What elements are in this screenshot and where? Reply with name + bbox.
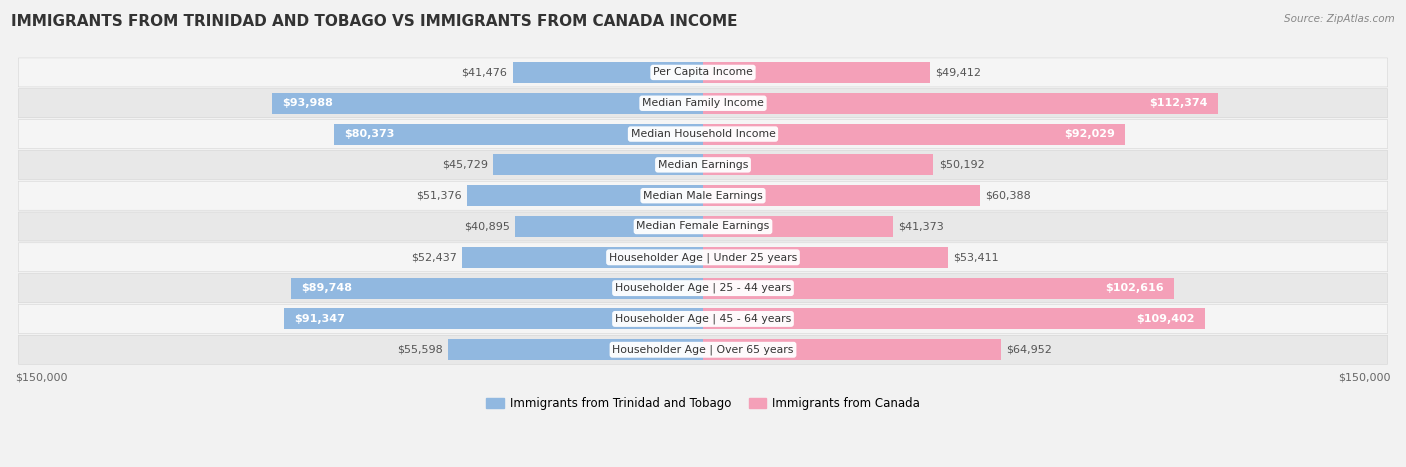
Bar [703,216,893,237]
Bar [703,309,1205,329]
Text: $55,598: $55,598 [396,345,443,355]
Text: Median Male Earnings: Median Male Earnings [643,191,763,201]
Bar [291,278,703,298]
Text: $89,748: $89,748 [302,283,353,293]
Bar [467,185,703,206]
Bar [703,278,1174,298]
Bar [513,62,703,83]
Legend: Immigrants from Trinidad and Tobago, Immigrants from Canada: Immigrants from Trinidad and Tobago, Imm… [481,392,925,415]
Bar [516,216,703,237]
Text: Median Earnings: Median Earnings [658,160,748,170]
Bar [271,93,703,114]
Text: Householder Age | 25 - 44 years: Householder Age | 25 - 44 years [614,283,792,293]
Text: $112,374: $112,374 [1150,98,1208,108]
Text: Median Female Earnings: Median Female Earnings [637,221,769,232]
FancyBboxPatch shape [18,181,1388,210]
Bar [703,124,1125,145]
Text: Median Household Income: Median Household Income [630,129,776,139]
Bar [494,155,703,175]
Text: Householder Age | 45 - 64 years: Householder Age | 45 - 64 years [614,314,792,324]
FancyBboxPatch shape [18,120,1388,149]
Text: $150,000: $150,000 [15,373,67,383]
Text: $109,402: $109,402 [1136,314,1195,324]
Text: Householder Age | Under 25 years: Householder Age | Under 25 years [609,252,797,262]
Text: $102,616: $102,616 [1105,283,1163,293]
Text: IMMIGRANTS FROM TRINIDAD AND TOBAGO VS IMMIGRANTS FROM CANADA INCOME: IMMIGRANTS FROM TRINIDAD AND TOBAGO VS I… [11,14,738,29]
Text: $52,437: $52,437 [411,252,457,262]
FancyBboxPatch shape [18,335,1388,364]
Text: Per Capita Income: Per Capita Income [652,67,754,78]
FancyBboxPatch shape [18,89,1388,118]
Bar [284,309,703,329]
Bar [463,247,703,268]
Bar [703,93,1219,114]
Text: $41,476: $41,476 [461,67,508,78]
Text: $64,952: $64,952 [1007,345,1052,355]
Text: $93,988: $93,988 [283,98,333,108]
Text: $40,895: $40,895 [464,221,510,232]
FancyBboxPatch shape [18,274,1388,303]
Bar [703,339,1001,360]
Bar [703,62,929,83]
FancyBboxPatch shape [18,150,1388,179]
Bar [703,155,934,175]
Bar [449,339,703,360]
Text: $53,411: $53,411 [953,252,1000,262]
Bar [703,185,980,206]
Text: $91,347: $91,347 [294,314,346,324]
Text: $80,373: $80,373 [344,129,395,139]
Text: Median Family Income: Median Family Income [643,98,763,108]
FancyBboxPatch shape [18,304,1388,333]
Text: $51,376: $51,376 [416,191,461,201]
Text: $150,000: $150,000 [1339,373,1391,383]
Text: $92,029: $92,029 [1064,129,1115,139]
FancyBboxPatch shape [18,243,1388,272]
Text: Householder Age | Over 65 years: Householder Age | Over 65 years [612,345,794,355]
Text: $41,373: $41,373 [898,221,943,232]
Text: $49,412: $49,412 [935,67,981,78]
Text: $45,729: $45,729 [441,160,488,170]
FancyBboxPatch shape [18,212,1388,241]
Text: $50,192: $50,192 [939,160,984,170]
Text: Source: ZipAtlas.com: Source: ZipAtlas.com [1284,14,1395,24]
Bar [335,124,703,145]
FancyBboxPatch shape [18,58,1388,87]
Bar [703,247,948,268]
Text: $60,388: $60,388 [986,191,1031,201]
